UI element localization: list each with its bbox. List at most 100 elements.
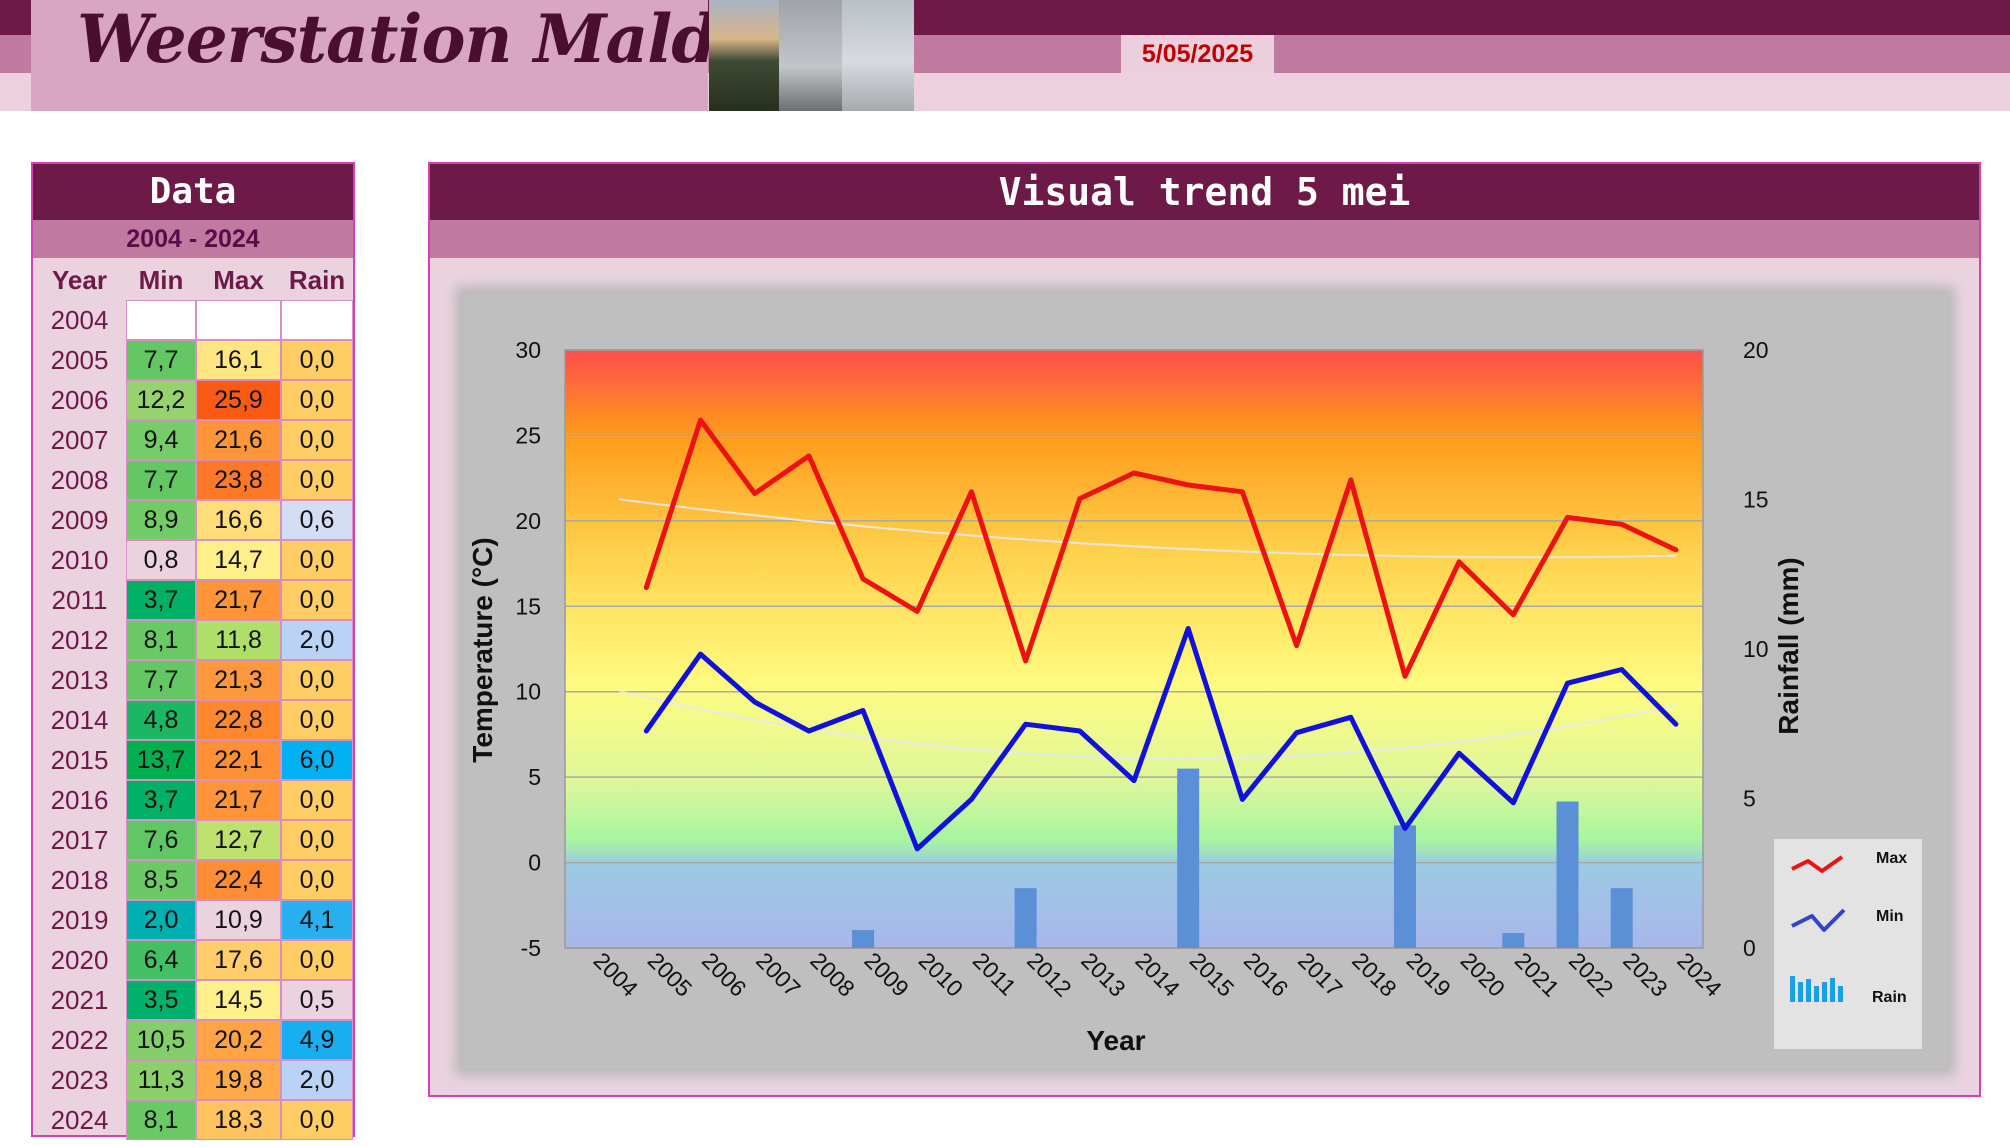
photo-radiation-shield bbox=[842, 0, 914, 111]
y-tick-label: 30 bbox=[515, 337, 541, 363]
cell-year: 2022 bbox=[50, 1025, 109, 1055]
cell-rain: 6,0 bbox=[281, 740, 353, 780]
data-panel: Data 2004 - 2024 Year Min Max Rain 2004 2… bbox=[31, 162, 355, 1140]
rain-bar bbox=[1502, 933, 1525, 948]
cell-max: 16,6 bbox=[196, 500, 281, 540]
cell-min: 6,4 bbox=[126, 940, 196, 980]
cell-rain: 0,0 bbox=[281, 420, 353, 460]
cell-year: 2005 bbox=[50, 345, 109, 375]
legend-rain-icon-bar bbox=[1790, 976, 1795, 1002]
col-header-max: Max bbox=[213, 265, 264, 295]
y-tick-label: 5 bbox=[528, 764, 541, 790]
cell-max: 22,1 bbox=[196, 740, 281, 780]
cell-min: 12,2 bbox=[126, 380, 196, 420]
legend-label-min: Min bbox=[1876, 908, 1904, 925]
y2-tick-label: 5 bbox=[1743, 786, 1756, 812]
cell-year: 2020 bbox=[50, 945, 109, 975]
cell-year: 2013 bbox=[50, 665, 109, 695]
cell-min: 7,7 bbox=[126, 660, 196, 700]
cell-max: 23,8 bbox=[196, 460, 281, 500]
cell-min: 7,7 bbox=[126, 460, 196, 500]
cell-year: 2011 bbox=[51, 585, 108, 615]
cell-year: 2023 bbox=[50, 1065, 109, 1095]
cell-min: 8,1 bbox=[126, 620, 196, 660]
cell-rain: 0,0 bbox=[281, 860, 353, 900]
cell-year: 2009 bbox=[50, 505, 109, 535]
legend-rain-icon-bar bbox=[1822, 982, 1827, 1002]
y-tick-label: 25 bbox=[515, 422, 541, 448]
rain-bar bbox=[1177, 768, 1200, 948]
cell-max: 12,7 bbox=[196, 820, 281, 860]
table-row: 2014 4,8 22,8 0,0 bbox=[33, 700, 353, 740]
table-row: 2016 3,7 21,7 0,0 bbox=[33, 780, 353, 820]
y2-tick-label: 15 bbox=[1743, 487, 1769, 513]
cell-min: 11,3 bbox=[126, 1060, 196, 1100]
table-row: 2017 7,6 12,7 0,0 bbox=[33, 820, 353, 860]
cell-rain: 0,0 bbox=[281, 580, 353, 620]
table-row: 2008 7,7 23,8 0,0 bbox=[33, 460, 353, 500]
table-row: 2005 7,7 16,1 0,0 bbox=[33, 340, 353, 380]
cell-rain: 0,0 bbox=[281, 1100, 353, 1140]
cell-max: 21,3 bbox=[196, 660, 281, 700]
rain-bar bbox=[852, 930, 875, 948]
cell-min: 3,5 bbox=[126, 980, 196, 1020]
cell-max: 14,5 bbox=[196, 980, 281, 1020]
cell-year: 2012 bbox=[50, 625, 109, 655]
table-row: 2010 0,8 14,7 0,0 bbox=[33, 540, 353, 580]
cell-min: 10,5 bbox=[126, 1020, 196, 1060]
chart-panel: Visual trend 5 mei -5 0 5 10 15 20 25 30 0 5 10 15 2… bbox=[428, 162, 1981, 1097]
cell-rain: 4,9 bbox=[281, 1020, 353, 1060]
series-line-max bbox=[643, 417, 1679, 679]
table-row: 2020 6,4 17,6 0,0 bbox=[33, 940, 353, 980]
col-header-year: Year bbox=[52, 265, 107, 295]
photo-weather-mast bbox=[779, 0, 842, 111]
cell-max: 21,7 bbox=[196, 780, 281, 820]
cell-rain: 0,0 bbox=[281, 380, 353, 420]
cell-max: 21,7 bbox=[196, 580, 281, 620]
cell-min: 8,5 bbox=[126, 860, 196, 900]
table-row: 2018 8,5 22,4 0,0 bbox=[33, 860, 353, 900]
cell-rain: 0,5 bbox=[281, 980, 353, 1020]
cell-min: 13,7 bbox=[126, 740, 196, 780]
legend-label-max: Max bbox=[1876, 850, 1907, 867]
rain-bar bbox=[1556, 801, 1579, 948]
cell-year: 2015 bbox=[50, 745, 109, 775]
trendline-min bbox=[618, 690, 1677, 760]
cell-max: 22,4 bbox=[196, 860, 281, 900]
cell-min bbox=[126, 300, 196, 340]
cell-max: 14,7 bbox=[196, 540, 281, 580]
table-row: 2019 2,0 10,9 4,1 bbox=[33, 900, 353, 940]
legend-rain-icon-bar bbox=[1814, 986, 1819, 1002]
x-axis-title: Year bbox=[1086, 1025, 1145, 1056]
cell-min: 7,6 bbox=[126, 820, 196, 860]
cell-rain: 0,6 bbox=[281, 500, 353, 540]
legend-rain-icon-bar bbox=[1830, 978, 1835, 1002]
table-row: 2023 11,3 19,8 2,0 bbox=[33, 1060, 353, 1100]
y-tick-label: -5 bbox=[521, 935, 541, 961]
cell-year: 2010 bbox=[50, 545, 109, 575]
trendline-max bbox=[619, 498, 1676, 559]
y2-tick-label: 0 bbox=[1743, 935, 1756, 961]
chart-subheader bbox=[430, 220, 1979, 258]
cell-rain: 0,0 bbox=[281, 780, 353, 820]
y-tick-label: 15 bbox=[515, 593, 541, 619]
cell-rain: 0,0 bbox=[281, 460, 353, 500]
cell-max: 10,9 bbox=[196, 900, 281, 940]
cell-year: 2006 bbox=[50, 385, 109, 415]
legend-rain-icon-bar bbox=[1806, 979, 1811, 1002]
rain-bar bbox=[1610, 888, 1633, 948]
legend-min-icon bbox=[1791, 908, 1846, 932]
cell-min: 8,9 bbox=[126, 500, 196, 540]
cell-min: 3,7 bbox=[126, 580, 196, 620]
cell-min: 7,7 bbox=[126, 340, 196, 380]
rain-bar bbox=[1393, 825, 1416, 948]
cell-year: 2021 bbox=[50, 985, 109, 1015]
photo-landscape bbox=[709, 0, 779, 111]
data-range: 2004 - 2024 bbox=[33, 220, 353, 258]
cell-rain bbox=[281, 300, 353, 340]
title-box: Weerstation Malderen bbox=[31, 0, 880, 111]
legend-box bbox=[1774, 839, 1922, 1049]
table-row: 2022 10,5 20,2 4,9 bbox=[33, 1020, 353, 1060]
table-row: 2009 8,9 16,6 0,6 bbox=[33, 500, 353, 540]
cell-year: 2014 bbox=[50, 705, 109, 735]
